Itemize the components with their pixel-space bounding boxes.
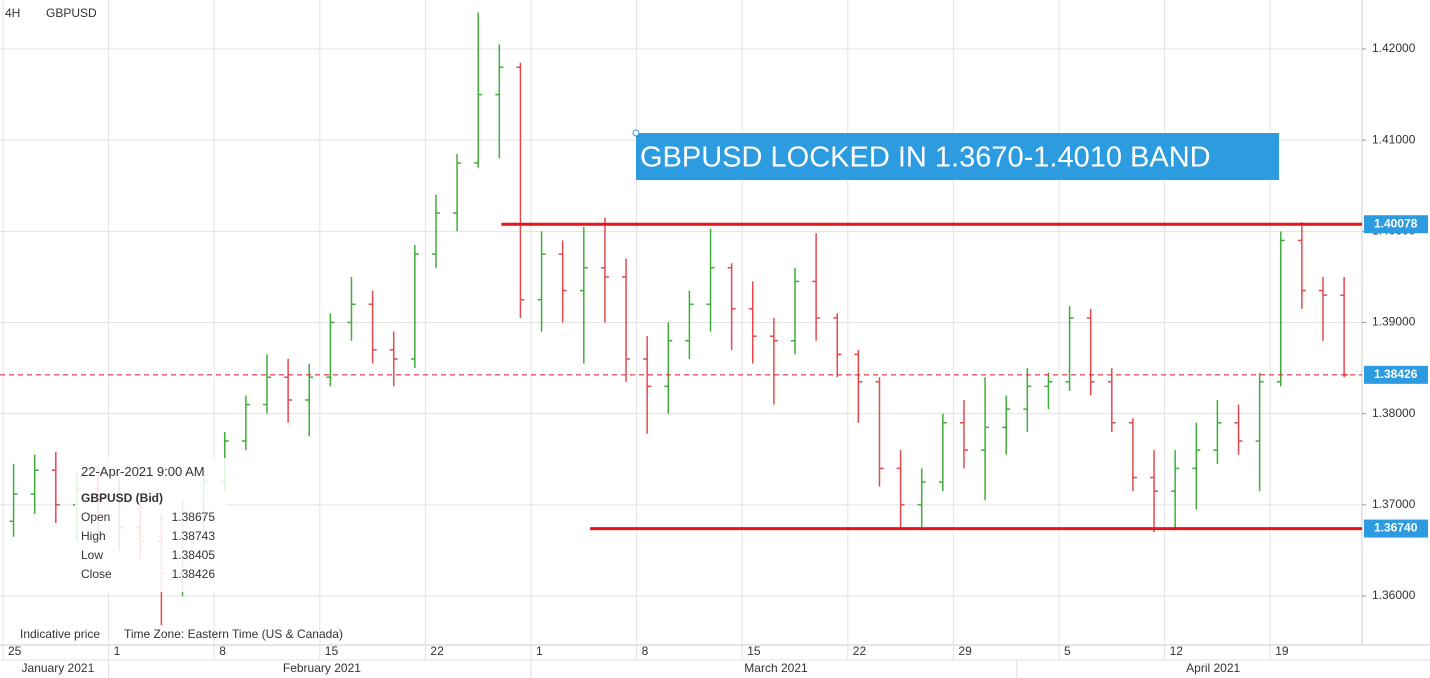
last-price-label: 1.38426 — [1374, 367, 1418, 381]
info-value: 1.38743 — [171, 529, 215, 543]
info-title: GBPUSD (Bid) — [81, 491, 163, 505]
x-tick-label: 12 — [1170, 644, 1184, 658]
y-tick-label: 1.42000 — [1372, 41, 1416, 55]
month-label: March 2021 — [744, 661, 808, 675]
info-value: 1.38405 — [171, 548, 215, 562]
info-key: Close — [81, 567, 112, 581]
resistance-label: 1.40078 — [1374, 216, 1418, 230]
x-tick-label: 22 — [853, 644, 867, 658]
x-tick-label: 15 — [747, 644, 761, 658]
month-label: February 2021 — [283, 661, 361, 675]
y-tick-label: 1.37000 — [1372, 497, 1416, 511]
y-tick-label: 1.38000 — [1372, 406, 1416, 420]
x-tick-label: 1 — [536, 644, 543, 658]
symbol: GBPUSD — [46, 6, 97, 20]
x-tick-label: 19 — [1275, 644, 1289, 658]
info-timestamp: 22-Apr-2021 9:00 AM — [81, 464, 205, 479]
annotation-text: GBPUSD LOCKED IN 1.3670-1.4010 BAND — [640, 142, 1211, 174]
info-box: 22-Apr-2021 9:00 AM GBPUSD (Bid) Open 1.3… — [75, 458, 227, 592]
support-label: 1.36740 — [1374, 521, 1418, 535]
last-price-box — [1364, 365, 1428, 384]
x-tick-label: 22 — [430, 644, 444, 658]
x-tick-label: 29 — [958, 644, 972, 658]
footer-timezone: Time Zone: Eastern Time (US & Canada) — [124, 627, 343, 641]
y-tick-label: 1.41000 — [1372, 132, 1416, 146]
month-label: January 2021 — [22, 661, 95, 675]
info-key: Low — [81, 548, 104, 562]
x-tick-label: 8 — [642, 644, 649, 658]
info-value: 1.38675 — [171, 510, 215, 524]
resistance-box — [1364, 215, 1428, 234]
x-tick-label: 15 — [325, 644, 339, 658]
y-tick-label: 1.39000 — [1372, 315, 1416, 329]
x-tick-label: 5 — [1064, 644, 1071, 658]
annotation-anchor — [632, 129, 640, 137]
support-box — [1364, 519, 1428, 538]
x-tick-label: 25 — [8, 644, 22, 658]
info-value: 1.38426 — [171, 567, 215, 581]
x-tick-label: 1 — [114, 644, 121, 658]
info-key: High — [81, 529, 106, 543]
y-tick-label: 1.36000 — [1372, 588, 1416, 602]
x-tick-label: 8 — [219, 644, 226, 658]
month-label: April 2021 — [1186, 661, 1240, 675]
interval: 4H — [5, 6, 20, 20]
footer-note: Indicative price — [20, 627, 100, 641]
info-key: Open — [81, 510, 111, 524]
annotation-box — [636, 133, 1279, 180]
